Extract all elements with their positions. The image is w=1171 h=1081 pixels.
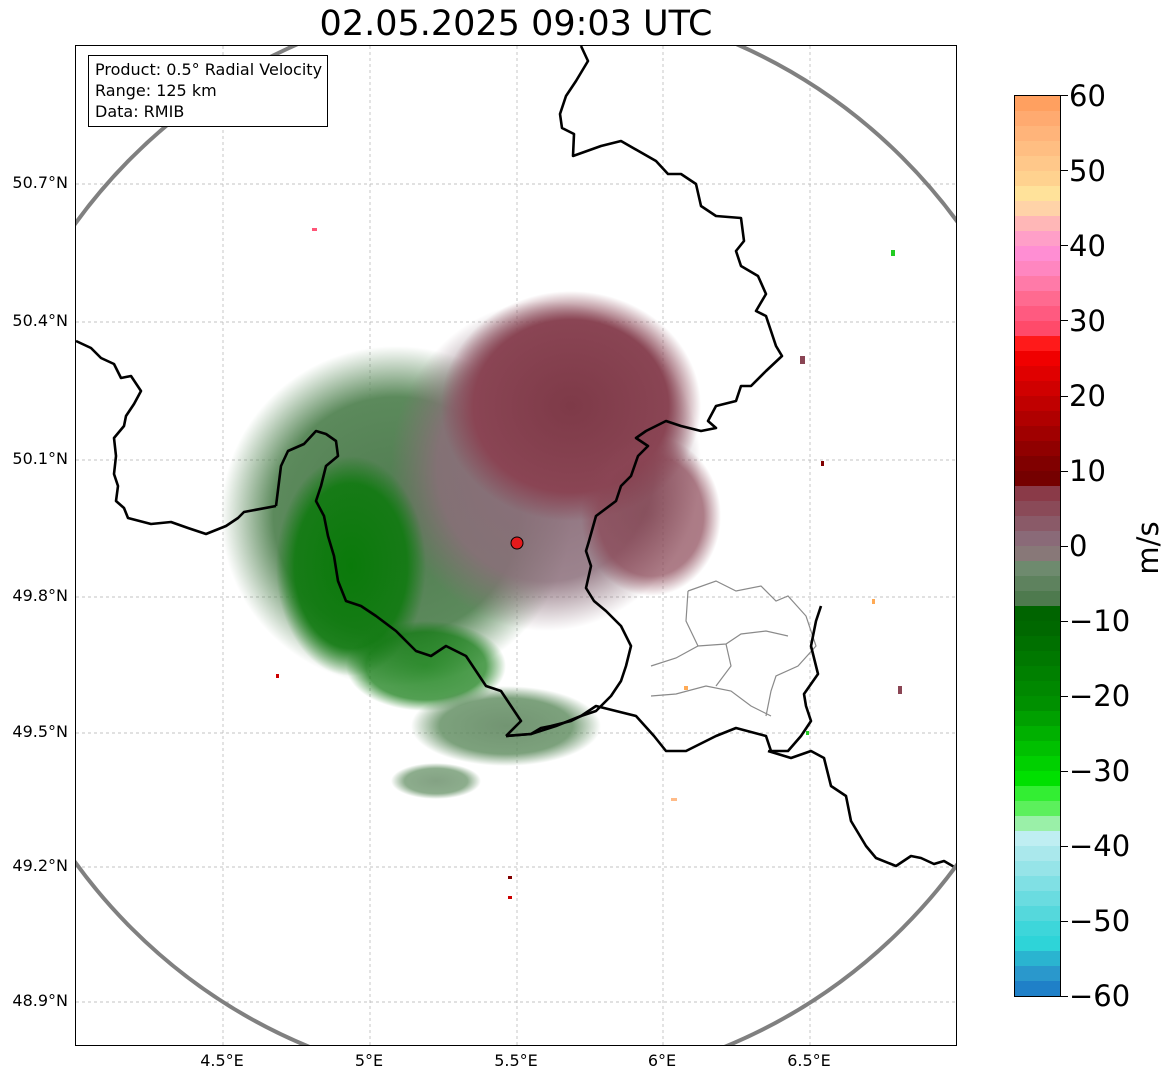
velocity-colorbar <box>1014 95 1061 997</box>
colorbar-gradient <box>1015 96 1060 996</box>
colorbar-tick-label: 30 <box>1069 304 1106 338</box>
colorbar-tick <box>1061 771 1068 772</box>
colorbar-tick <box>1061 396 1068 397</box>
colorbar-tick-label: −40 <box>1069 829 1131 863</box>
region-borders <box>650 580 817 717</box>
radar-echoes <box>221 228 902 899</box>
product-info-box: Product: 0.5° Radial Velocity Range: 125… <box>88 55 329 127</box>
colorbar-tick-label: 10 <box>1069 454 1106 488</box>
info-range: Range: 125 km <box>95 81 217 100</box>
colorbar-tick <box>1061 996 1068 997</box>
colorbar-tick <box>1061 696 1068 697</box>
colorbar-tick-label: −50 <box>1069 904 1131 938</box>
colorbar-tick <box>1061 245 1068 246</box>
colorbar-tick-label: −60 <box>1069 979 1131 1013</box>
lat-tick-label: 49.5°N <box>12 722 68 741</box>
colorbar-tick <box>1061 846 1068 847</box>
colorbar-tick-label: −30 <box>1069 754 1131 788</box>
colorbar-tick-label: 20 <box>1069 379 1106 413</box>
lat-tick-label: 49.2°N <box>12 856 68 875</box>
lat-tick-label: 50.1°N <box>12 449 68 468</box>
lat-tick-label: 50.4°N <box>12 311 68 330</box>
colorbar-tick <box>1061 320 1068 321</box>
info-data-source: Data: RMIB <box>95 102 185 121</box>
colorbar-tick <box>1061 921 1068 922</box>
national-borders <box>76 46 956 870</box>
colorbar-tick <box>1061 621 1068 622</box>
colorbar-tick-label: 50 <box>1069 154 1106 188</box>
lon-tick-label: 5.5°E <box>494 1051 538 1070</box>
lon-tick-label: 6.5°E <box>787 1051 831 1070</box>
info-product: Product: 0.5° Radial Velocity <box>95 60 323 79</box>
colorbar-units-label: m/s <box>1131 521 1165 575</box>
map-title: 02.05.2025 09:03 UTC <box>319 4 713 44</box>
colorbar-tick <box>1061 95 1068 96</box>
colorbar-tick <box>1061 546 1068 547</box>
lat-tick-label: 50.7°N <box>12 173 68 192</box>
colorbar-tick-label: −10 <box>1069 604 1131 638</box>
lon-tick-label: 6°E <box>647 1051 677 1070</box>
radar-site-marker <box>510 536 524 550</box>
lat-tick-label: 49.8°N <box>12 586 68 605</box>
lon-tick-label: 5°E <box>354 1051 384 1070</box>
colorbar-tick-label: 40 <box>1069 229 1106 263</box>
colorbar-tick-label: −20 <box>1069 679 1131 713</box>
radar-map[interactable] <box>75 45 957 1046</box>
radar-map-canvas <box>76 46 956 1045</box>
colorbar-tick-label: 0 <box>1069 529 1088 563</box>
lon-tick-label: 4.5°E <box>200 1051 244 1070</box>
colorbar-tick <box>1061 471 1068 472</box>
colorbar-tick-label: 60 <box>1069 79 1106 113</box>
lat-tick-label: 48.9°N <box>12 991 68 1010</box>
colorbar-tick <box>1061 170 1068 171</box>
